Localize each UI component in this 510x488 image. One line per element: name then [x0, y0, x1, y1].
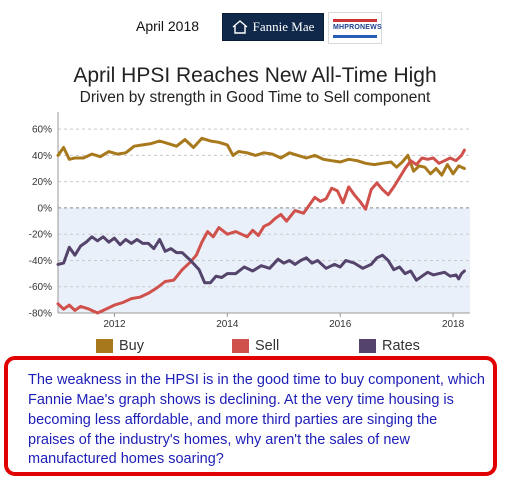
legend-item-rates: Rates	[359, 337, 420, 355]
mhpronews-logo-text: MHPRONEWS	[333, 24, 382, 31]
x-tick-label: 2016	[329, 319, 352, 330]
series-line-buy	[56, 136, 466, 177]
hpsi-line-chart: 60% 40% 20% 0% -20% -40% -60% -80% 2012 2014 2016 2…	[29, 112, 470, 330]
y-tick-label: 20%	[32, 177, 52, 188]
legend-item-buy: Buy	[96, 337, 144, 355]
y-tick-label: 0%	[38, 203, 53, 214]
legend-swatch-rates	[359, 339, 376, 353]
y-tick-label: -80%	[29, 309, 52, 320]
commentary-callout: The weakness in the HPSI is in the good …	[4, 356, 497, 476]
mhpronews-logo-stripe-red	[333, 19, 377, 22]
y-tick-label: -40%	[29, 256, 52, 267]
commentary-text: The weakness in the HPSI is in the good …	[28, 372, 485, 468]
x-tick-label: 2018	[442, 319, 465, 330]
mhpronews-logo: MHPRONEWS	[328, 12, 382, 44]
legend-swatch-sell	[232, 339, 249, 353]
mhpronews-logo-stripe-blue	[333, 35, 377, 38]
legend-label-buy: Buy	[119, 338, 144, 354]
x-tick-label: 2012	[103, 319, 126, 330]
y-tick-label: -20%	[29, 230, 52, 241]
fannie-mae-logo: Fannie Mae	[222, 13, 324, 41]
legend-item-sell: Sell	[232, 337, 279, 355]
x-tick-label: 2014	[216, 319, 239, 330]
house-icon	[232, 20, 248, 34]
y-tick-label: -60%	[29, 282, 52, 293]
chart-subtitle: Driven by strength in Good Time to Sell …	[79, 89, 431, 106]
report-date: April 2018	[136, 18, 200, 34]
fannie-mae-logo-text: Fannie Mae	[252, 19, 315, 34]
legend-label-sell: Sell	[255, 338, 280, 354]
chart-title: April HPSI Reaches New All-Time High	[73, 64, 437, 87]
series-line-sell	[56, 148, 466, 315]
legend-label-rates: Rates	[382, 338, 420, 354]
legend-swatch-buy	[96, 339, 113, 353]
series-line-rates	[56, 235, 466, 285]
y-tick-label: 60%	[32, 125, 52, 136]
y-tick-label: 40%	[32, 151, 52, 162]
